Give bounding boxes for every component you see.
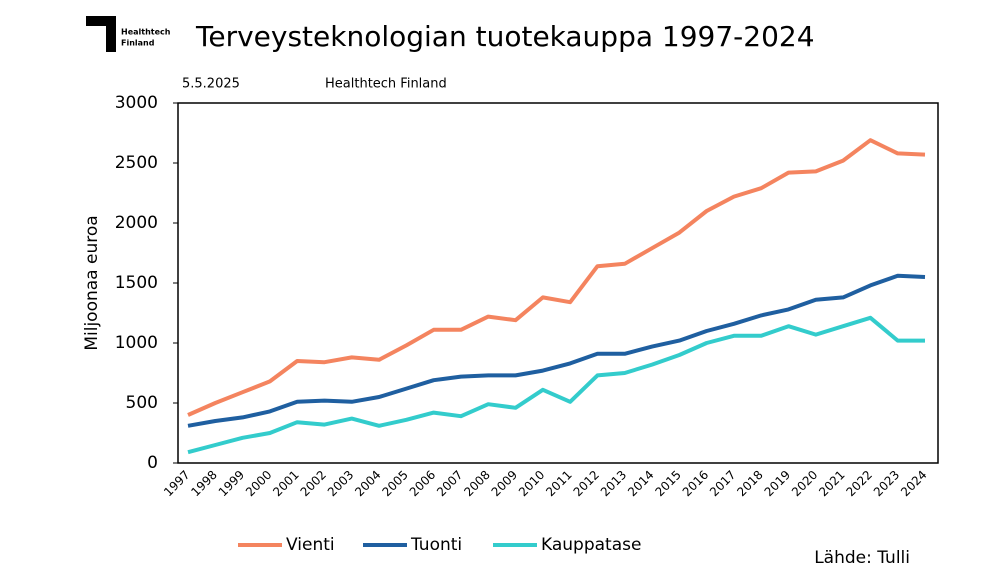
x-tick-label: 2013 <box>598 468 629 499</box>
x-tick-label: 1999 <box>216 468 247 499</box>
series-line <box>187 273 926 428</box>
series-line <box>187 138 926 417</box>
chart-title: Terveysteknologian tuotekauppa 1997-2024 <box>195 20 815 53</box>
x-tick-label: 2022 <box>844 468 875 499</box>
x-tick-label: 1998 <box>188 468 219 499</box>
x-tick-label: 2024 <box>898 468 929 499</box>
legend-label: Kauppatase <box>541 535 641 555</box>
date: 5.5.2025 <box>182 77 240 92</box>
x-tick-label: 2011 <box>543 468 574 499</box>
legend-label: Vienti <box>286 535 335 555</box>
y-tick-label: 2000 <box>115 213 158 233</box>
series-line <box>187 315 925 455</box>
logo-text: Finland <box>121 39 155 48</box>
legend-label: Tuonti <box>410 535 462 555</box>
y-tick-label: 1000 <box>115 333 158 353</box>
y-tick-label: 3000 <box>115 93 158 113</box>
source: Lähde: Tulli <box>814 548 910 568</box>
y-axis-label: Miljoonaa euroa <box>82 215 102 350</box>
x-tick-label: 2009 <box>489 468 520 499</box>
publisher: Healthtech Finland <box>325 77 447 92</box>
y-tick-label: 1500 <box>115 273 158 293</box>
y-tick-label: 500 <box>126 393 158 413</box>
x-tick-label: 2023 <box>871 468 902 499</box>
x-tick-label: 1997 <box>161 468 192 499</box>
x-tick-label: 2015 <box>652 468 683 499</box>
x-tick-label: 2000 <box>243 468 274 499</box>
x-tick-label: 2005 <box>379 468 410 499</box>
x-tick-label: 2012 <box>571 468 602 499</box>
logo-text: Healthtech <box>121 28 171 37</box>
x-tick-label: 2004 <box>352 468 383 499</box>
logo-mark <box>86 16 116 52</box>
x-tick-label: 2018 <box>734 468 765 499</box>
x-tick-label: 2017 <box>707 468 738 499</box>
x-tick-label: 2010 <box>516 468 547 499</box>
x-tick-label: 2001 <box>270 468 301 499</box>
x-tick-label: 2006 <box>407 468 438 499</box>
x-tick-label: 2021 <box>816 468 847 499</box>
x-tick-label: 2019 <box>762 468 793 499</box>
x-tick-label: 2016 <box>680 468 711 499</box>
y-tick-label: 2500 <box>115 153 158 173</box>
x-tick-label: 2003 <box>325 468 356 499</box>
x-tick-label: 2008 <box>461 468 492 499</box>
plot-frame <box>177 102 939 464</box>
x-tick-label: 2002 <box>298 468 329 499</box>
x-tick-label: 2020 <box>789 468 820 499</box>
x-tick-label: 2014 <box>625 468 656 499</box>
x-tick-label: 2007 <box>434 468 465 499</box>
y-tick-label: 0 <box>147 453 158 473</box>
